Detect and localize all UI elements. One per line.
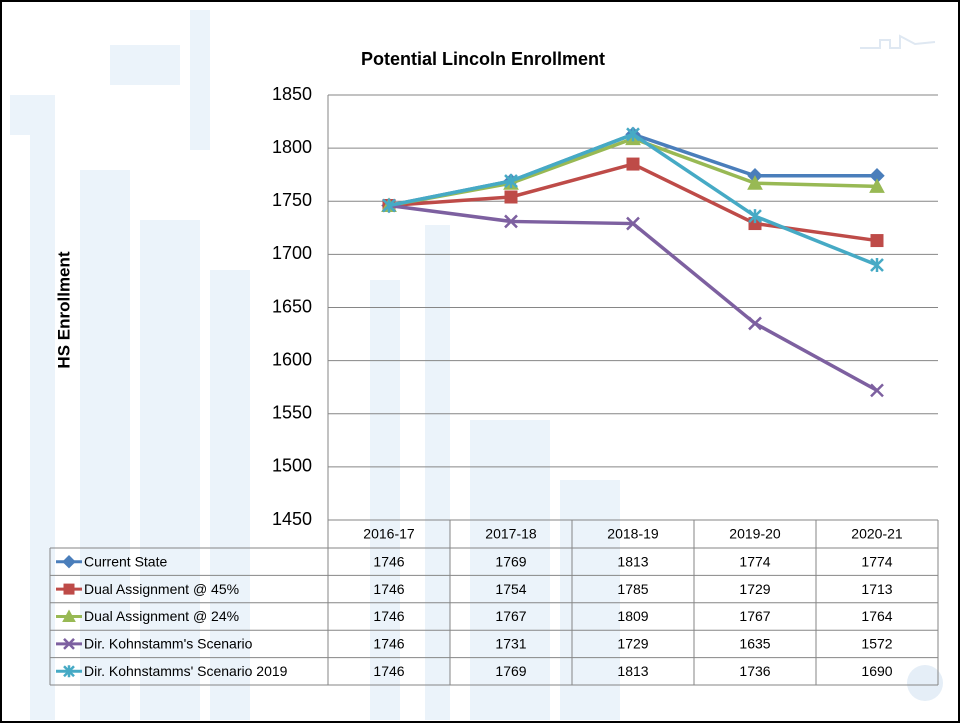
data-point [869,178,885,193]
legend-label: Dual Assignment @ 24% [84,608,239,624]
table-cell: 1729 [739,581,770,597]
table-cell: 1774 [739,553,770,569]
legend-marker [62,554,76,569]
legend-marker [63,665,75,678]
legend-marker [62,609,76,622]
table-cell: 1572 [861,636,892,652]
table-cell: 1635 [739,636,770,652]
table-cell: 1746 [373,636,404,652]
x-tick-label: 2016-17 [363,526,415,542]
x-tick-label: 2018-19 [607,526,659,542]
y-tick-label: 1550 [272,403,312,423]
x-tick-label: 2020-21 [851,526,903,542]
table-cell: 1769 [495,663,526,679]
table-cell: 1769 [495,553,526,569]
data-point [747,175,763,190]
legend-label: Dir. Kohnstamms' Scenario 2019 [84,663,288,679]
table-cell: 1767 [495,608,526,624]
table-cell: 1746 [373,608,404,624]
data-point [870,258,884,272]
data-point [748,209,762,224]
table-cell: 1767 [739,608,770,624]
table-cell: 1746 [373,663,404,679]
table-cell: 1813 [617,553,648,569]
y-tick-label: 1850 [272,84,312,104]
legend-label: Current State [84,553,167,569]
y-tick-label: 1700 [272,243,312,263]
data-point [748,316,762,331]
chart-title: Potential Lincoln Enrollment [361,49,605,69]
data-point [382,198,396,213]
y-tick-label: 1750 [272,190,312,210]
x-tick-label: 2019-20 [729,526,781,542]
table-cell: 1731 [495,636,526,652]
skyline-logo [860,34,936,49]
table-cell: 1746 [373,553,404,569]
legend-label: Dir. Kohnstamm's Scenario [84,636,253,652]
table-cell: 1754 [495,581,526,597]
table-cell: 1809 [617,608,648,624]
y-tick-label: 1600 [272,349,312,369]
x-tick-label: 2017-18 [485,526,537,542]
table-cell: 1713 [861,581,892,597]
table-cell: 1813 [617,663,648,679]
data-point [626,127,640,142]
data-point [870,234,884,248]
y-tick-label: 1450 [272,509,312,529]
data-point [504,214,518,229]
y-tick-label: 1650 [272,296,312,316]
data-point [504,190,518,204]
data-point [870,383,884,398]
data-point [504,174,518,189]
legend-label: Dual Assignment @ 45% [84,581,239,597]
data-point [626,157,640,171]
table-cell: 1774 [861,553,892,569]
table-cell: 1764 [861,608,892,624]
legend-marker [63,638,75,650]
y-axis-label: HS Enrollment [54,251,73,368]
data-point [626,216,640,231]
y-tick-label: 1500 [272,456,312,476]
table-cell: 1785 [617,581,648,597]
bps-logo [907,665,943,701]
table-cell: 1736 [739,663,770,679]
legend-marker [63,583,75,595]
background-pattern [10,10,620,720]
y-tick-label: 1800 [272,137,312,157]
table-cell: 1690 [861,663,892,679]
table-cell: 1729 [617,636,648,652]
table-cell: 1746 [373,581,404,597]
